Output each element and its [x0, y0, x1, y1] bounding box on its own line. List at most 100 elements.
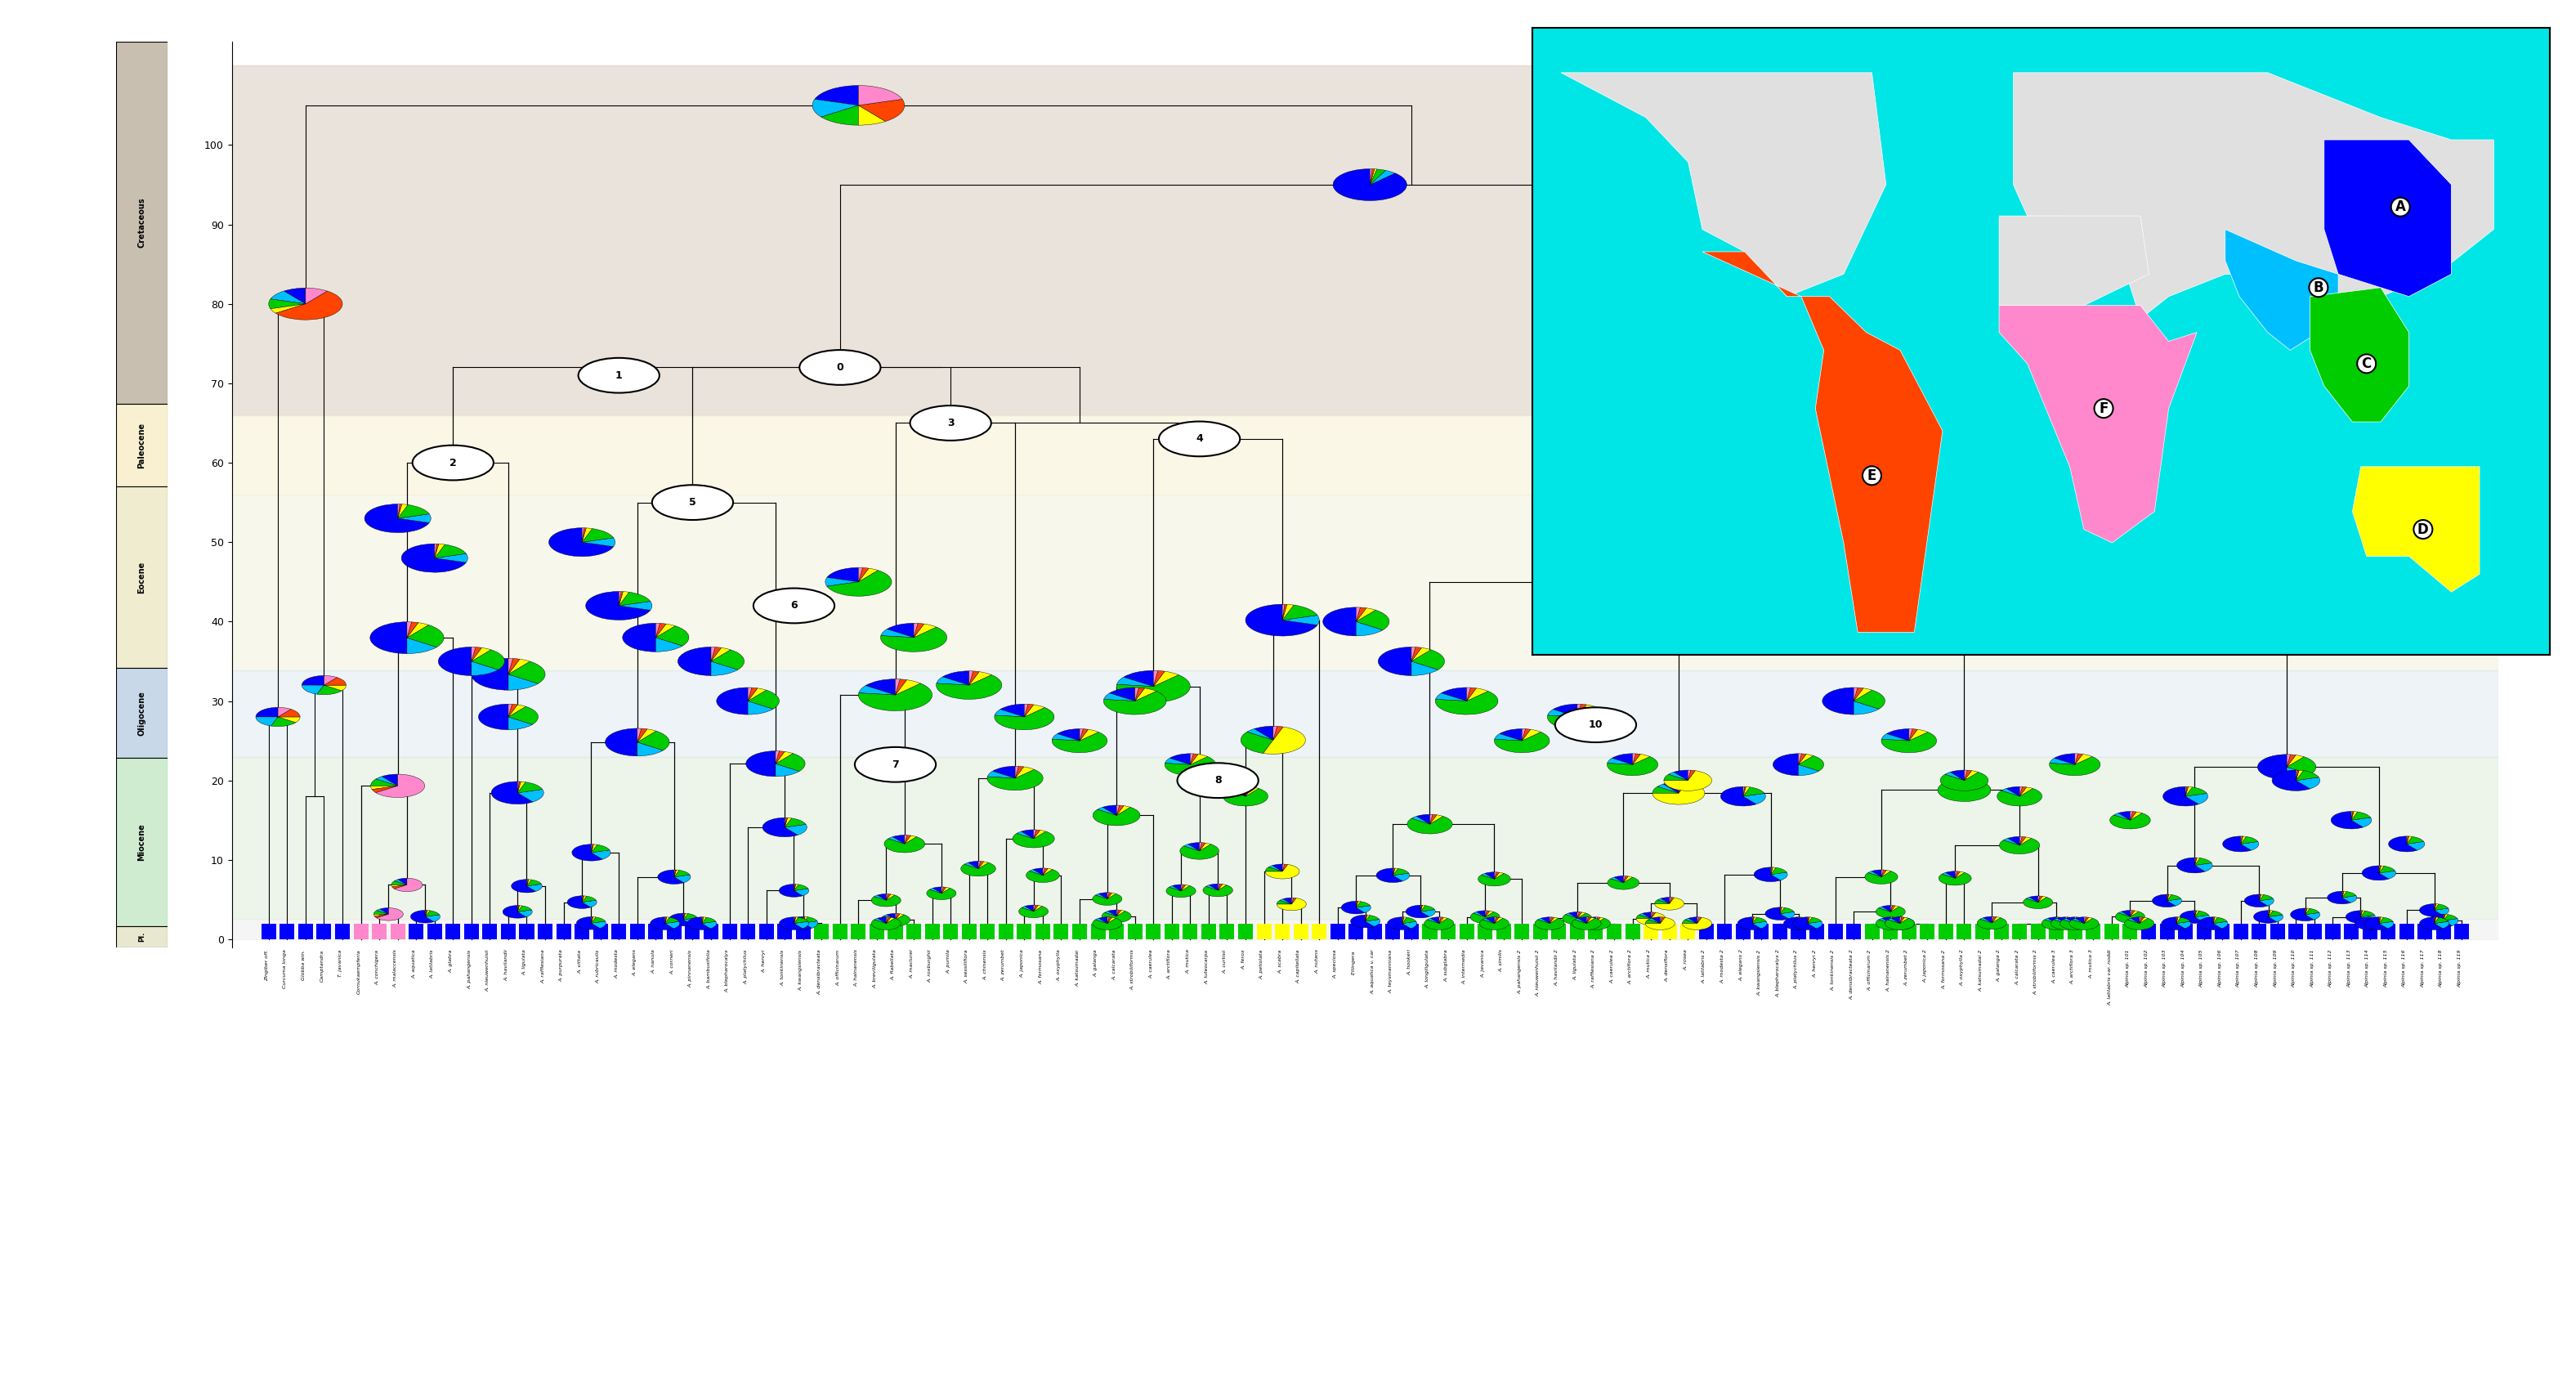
Wedge shape	[1899, 917, 1904, 924]
Wedge shape	[1494, 734, 1522, 741]
Wedge shape	[693, 486, 703, 503]
Wedge shape	[2117, 811, 2130, 820]
Wedge shape	[1865, 871, 1899, 885]
Wedge shape	[1412, 646, 1417, 662]
Wedge shape	[677, 646, 711, 676]
Wedge shape	[374, 914, 389, 917]
Wedge shape	[1255, 726, 1273, 740]
Wedge shape	[577, 917, 600, 929]
Wedge shape	[979, 861, 989, 869]
Wedge shape	[1033, 905, 1043, 911]
Bar	[500, 924, 515, 939]
Wedge shape	[1481, 873, 1494, 879]
Wedge shape	[1888, 918, 1899, 924]
Wedge shape	[886, 917, 891, 924]
Wedge shape	[276, 291, 343, 320]
Wedge shape	[1584, 918, 1595, 924]
Wedge shape	[2020, 787, 2027, 797]
Wedge shape	[693, 489, 698, 503]
Wedge shape	[1079, 729, 1087, 741]
Wedge shape	[1494, 917, 1499, 924]
Wedge shape	[2004, 839, 2020, 846]
Wedge shape	[2326, 892, 2352, 904]
Wedge shape	[683, 914, 698, 919]
Bar	[1680, 924, 1695, 939]
Wedge shape	[1878, 918, 1891, 924]
Wedge shape	[1218, 766, 1229, 780]
Wedge shape	[518, 910, 533, 917]
Wedge shape	[1466, 688, 1476, 701]
Wedge shape	[1355, 607, 1376, 621]
Wedge shape	[2184, 787, 2192, 797]
Wedge shape	[1965, 770, 1971, 780]
Bar	[1200, 924, 1216, 939]
Wedge shape	[1955, 871, 1960, 878]
Bar	[1808, 924, 1824, 939]
Bar	[1422, 924, 1437, 939]
Wedge shape	[2378, 866, 2385, 873]
Wedge shape	[994, 709, 1025, 717]
Bar	[299, 924, 312, 939]
Text: 6: 6	[791, 600, 799, 612]
Wedge shape	[1662, 897, 1669, 904]
Bar	[1479, 924, 1492, 939]
Wedge shape	[1654, 897, 1685, 910]
Wedge shape	[1595, 710, 1605, 724]
Bar	[1368, 924, 1381, 939]
Wedge shape	[824, 578, 858, 586]
Wedge shape	[657, 623, 659, 638]
Wedge shape	[1886, 918, 1914, 929]
Wedge shape	[1025, 905, 1033, 911]
Wedge shape	[2125, 918, 2154, 929]
Wedge shape	[374, 911, 389, 914]
Bar	[1551, 924, 1566, 939]
Wedge shape	[786, 818, 788, 827]
Bar	[1311, 924, 1327, 939]
Wedge shape	[793, 885, 809, 890]
Wedge shape	[1115, 674, 1190, 702]
Wedge shape	[693, 488, 726, 503]
Wedge shape	[1754, 868, 1780, 882]
Bar	[2269, 924, 2285, 939]
Bar	[778, 924, 791, 939]
Wedge shape	[2378, 921, 2393, 929]
Wedge shape	[1033, 905, 1038, 911]
Wedge shape	[507, 659, 531, 674]
Wedge shape	[2020, 787, 2032, 797]
Wedge shape	[896, 751, 907, 765]
Wedge shape	[1551, 918, 1558, 924]
Wedge shape	[2071, 918, 2084, 924]
Bar	[961, 924, 976, 939]
Wedge shape	[453, 447, 487, 462]
Bar	[1772, 924, 1788, 939]
Wedge shape	[1878, 907, 1891, 912]
Bar	[1458, 924, 1473, 939]
Bar	[1718, 924, 1731, 939]
Wedge shape	[1180, 885, 1185, 892]
Bar	[667, 924, 683, 939]
Wedge shape	[2050, 918, 2081, 929]
Wedge shape	[471, 659, 507, 690]
Wedge shape	[1172, 885, 1180, 892]
Bar	[116, 404, 167, 486]
Wedge shape	[2074, 754, 2079, 765]
Bar	[1036, 924, 1051, 939]
Wedge shape	[1115, 805, 1121, 815]
Wedge shape	[747, 690, 778, 709]
Wedge shape	[2213, 917, 2218, 924]
Wedge shape	[1522, 729, 1530, 741]
Wedge shape	[665, 917, 670, 924]
Wedge shape	[376, 908, 404, 921]
Wedge shape	[255, 708, 278, 717]
Wedge shape	[2295, 770, 2318, 780]
Wedge shape	[1636, 912, 1667, 925]
Bar	[1440, 924, 1455, 939]
Wedge shape	[1370, 169, 1386, 185]
Wedge shape	[804, 921, 819, 928]
Wedge shape	[2179, 911, 2202, 924]
Wedge shape	[278, 708, 291, 717]
Bar	[1662, 924, 1677, 939]
Wedge shape	[1033, 830, 1046, 839]
Wedge shape	[1188, 843, 1200, 851]
Wedge shape	[858, 568, 878, 582]
